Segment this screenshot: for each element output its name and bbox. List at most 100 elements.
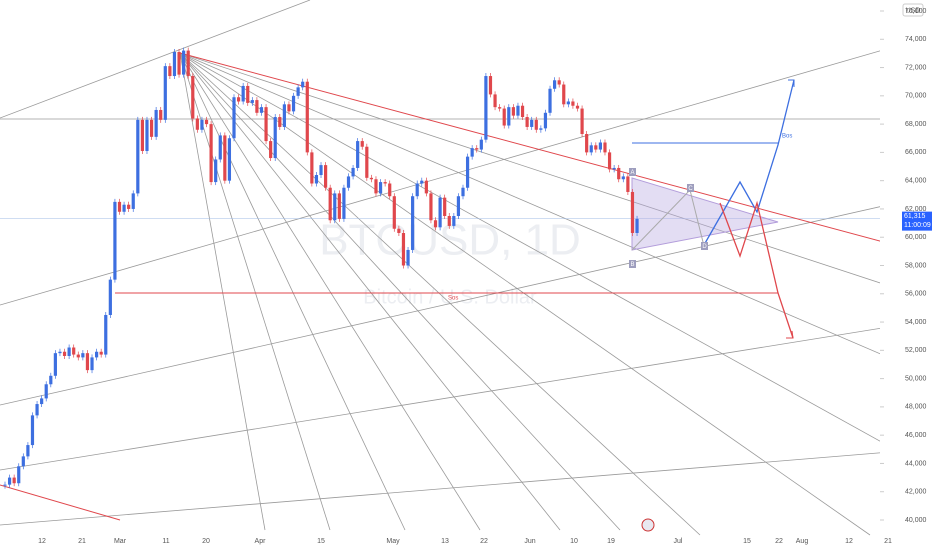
candle — [617, 167, 621, 180]
candle — [282, 104, 286, 127]
candle — [255, 100, 259, 113]
candle — [502, 108, 506, 126]
candle — [7, 477, 12, 485]
candle — [227, 138, 232, 181]
candle — [62, 351, 67, 356]
x-tick-label: 21 — [884, 538, 892, 545]
bear-path — [719, 200, 794, 339]
candle — [136, 119, 140, 194]
y-tick-label: 74,000 — [905, 36, 927, 43]
bos-label: Bos — [782, 134, 792, 140]
candle — [356, 141, 360, 168]
x-tick-label: 21 — [78, 538, 86, 545]
candle — [241, 85, 245, 102]
y-tick-label: 52,000 — [905, 347, 927, 354]
candle — [520, 105, 525, 118]
y-tick-label: 60,000 — [905, 234, 927, 241]
candle — [621, 176, 625, 180]
candle — [195, 118, 199, 130]
candle — [635, 218, 639, 233]
candle — [154, 109, 158, 137]
candle — [553, 80, 557, 89]
candle — [612, 167, 616, 170]
label-d: D — [702, 244, 707, 250]
candle — [571, 101, 575, 106]
candle — [401, 232, 406, 266]
candle — [328, 187, 332, 221]
candle — [291, 95, 296, 112]
candle — [108, 279, 112, 315]
candle — [17, 466, 21, 484]
candle — [223, 135, 227, 181]
candle — [420, 180, 424, 184]
candle — [319, 165, 323, 176]
candle — [360, 141, 364, 147]
candle — [383, 182, 387, 184]
candle — [452, 216, 456, 226]
candle — [534, 119, 538, 130]
candle — [488, 76, 493, 95]
candle — [456, 196, 461, 217]
candle — [122, 204, 126, 212]
candle — [493, 94, 497, 108]
y-tick-label: 66,000 — [905, 149, 927, 156]
candle — [626, 176, 630, 192]
candle — [53, 353, 57, 376]
trend-line — [0, 484, 121, 521]
currency: USD — [906, 7, 921, 14]
x-tick-label: Apr — [255, 538, 267, 545]
candle — [49, 375, 53, 385]
candle — [72, 347, 76, 355]
y-tick-label: 44,000 — [905, 460, 927, 467]
candle — [585, 134, 589, 153]
candle — [287, 104, 291, 112]
candle — [264, 107, 268, 142]
candle — [324, 165, 328, 188]
candle — [438, 197, 442, 228]
x-tick-label: 20 — [202, 538, 210, 545]
candle — [539, 128, 543, 130]
candle — [99, 351, 103, 355]
candle — [117, 201, 122, 212]
candle — [159, 109, 163, 120]
y-tick-label: 46,000 — [905, 432, 927, 439]
event-icon — [641, 518, 655, 532]
candle — [479, 139, 483, 150]
candle — [465, 156, 470, 188]
candle — [562, 84, 566, 105]
candle — [12, 477, 16, 484]
x-tick-label: 19 — [607, 538, 615, 545]
x-tick-label: 11 — [162, 538, 169, 545]
candle — [30, 415, 35, 446]
y-tick-label: 70,000 — [905, 93, 927, 100]
candle — [607, 152, 612, 170]
label-c: C — [688, 186, 693, 192]
y-tick-label: 54,000 — [905, 319, 927, 326]
candle — [630, 191, 635, 233]
candle — [305, 81, 309, 153]
x-tick-label: 13 — [441, 538, 449, 545]
label-b: B — [630, 262, 634, 268]
candle — [113, 201, 117, 280]
candle — [191, 76, 195, 119]
candle — [149, 119, 154, 137]
candle — [90, 357, 94, 371]
candle — [35, 404, 39, 416]
countdown: 11:00:09 — [904, 222, 931, 229]
y-tick-label: 76,000 — [905, 8, 927, 15]
candle — [104, 314, 108, 355]
candle — [310, 152, 314, 184]
candle — [278, 117, 282, 127]
candle — [67, 347, 71, 356]
sos-label: Sos — [448, 296, 458, 302]
candle — [214, 159, 218, 183]
candle — [603, 142, 607, 153]
candle — [301, 81, 305, 88]
currency-box — [902, 3, 924, 17]
pattern-labels: A B C D — [629, 168, 708, 268]
candle — [172, 52, 177, 77]
candle — [580, 108, 584, 135]
candle — [461, 187, 465, 197]
candle — [177, 52, 181, 75]
